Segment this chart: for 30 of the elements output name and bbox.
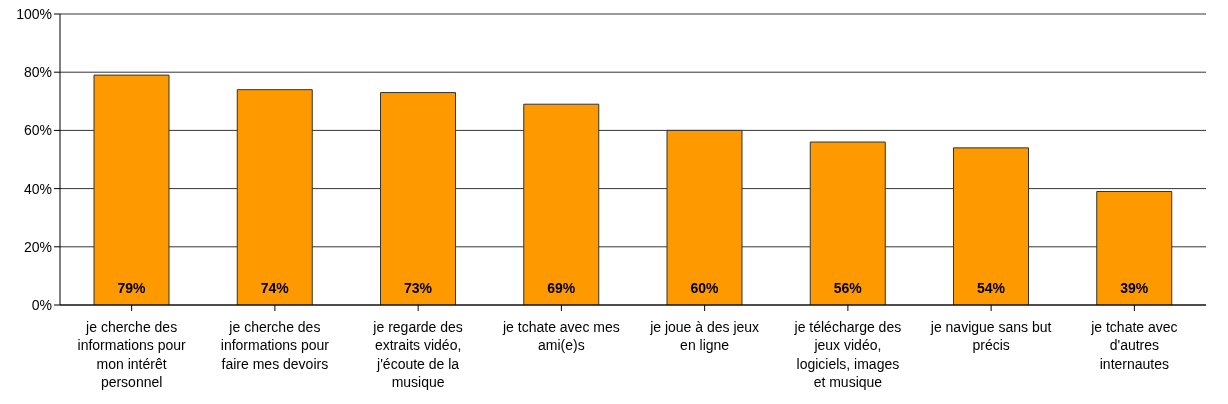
- data-label: 54%: [976, 280, 1006, 296]
- bar: [380, 92, 456, 305]
- bar: [93, 74, 170, 305]
- data-label: 56%: [833, 280, 863, 296]
- bar: [236, 89, 313, 305]
- x-tick-label: je tchate avec mes ami(e)s: [502, 319, 620, 354]
- data-label: 79%: [117, 280, 147, 296]
- x-tick-label: je cherche des informations pour faire mes devoirs: [220, 319, 330, 372]
- bar: [809, 141, 886, 305]
- y-tick-label: 60%: [23, 122, 52, 139]
- data-label: 73%: [403, 280, 433, 296]
- y-tick-label: 40%: [23, 180, 52, 197]
- y-tick-label: 20%: [23, 238, 52, 255]
- x-tick-label: je tchate avec d'autres internautes: [1090, 319, 1178, 372]
- data-label: 39%: [1120, 280, 1149, 296]
- x-tick-label: je joue à des jeux en ligne: [649, 319, 760, 354]
- x-tick-label: je regarde des extraits vidéo, j'écoute de la musique: [372, 319, 463, 390]
- data-label: 60%: [690, 280, 720, 296]
- bar: [1096, 191, 1173, 305]
- data-label: 74%: [260, 280, 290, 296]
- x-tick-label: je télécharge des jeux vidéo, logiciels, images et musique: [793, 319, 902, 390]
- x-tick-label: je cherche des informations pour mon intérêt personnel: [77, 319, 187, 390]
- x-tick-label: je navigue sans but précis: [929, 319, 1052, 354]
- bar: [666, 129, 743, 305]
- y-tick-label: 100%: [16, 5, 52, 22]
- bar: [523, 103, 600, 305]
- y-tick-label: 80%: [23, 64, 52, 81]
- data-label: 69%: [547, 280, 576, 296]
- bar: [953, 147, 1029, 305]
- y-tick-label: 0%: [31, 296, 52, 313]
